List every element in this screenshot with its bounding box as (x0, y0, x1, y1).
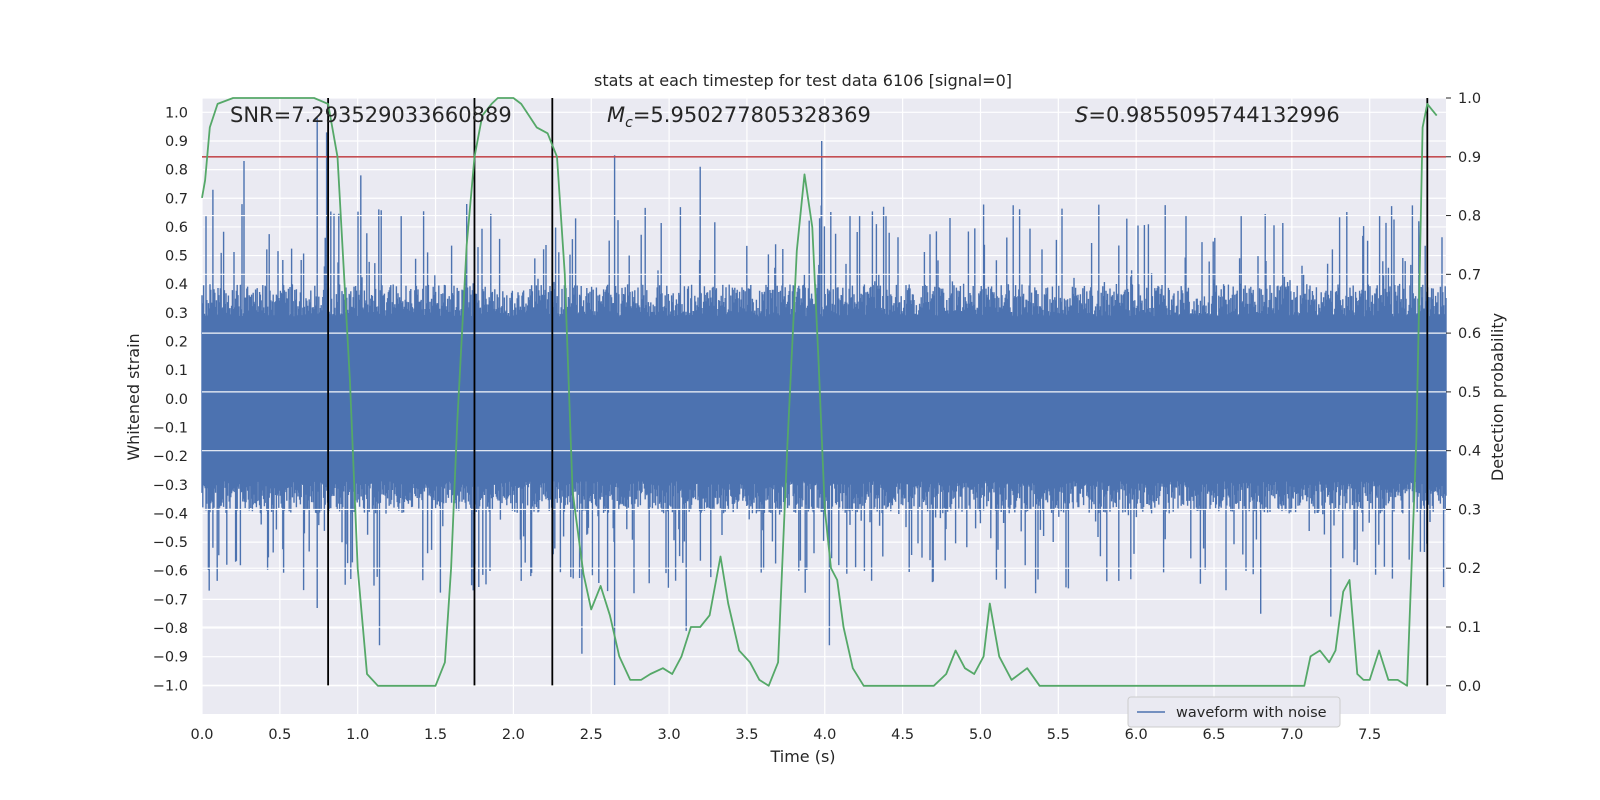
x-tick-label: 5.0 (969, 727, 992, 743)
left-tick-label: 0.5 (165, 249, 188, 265)
right-tick-label: 1.0 (1458, 91, 1481, 107)
left-tick-label: −0.7 (153, 592, 188, 608)
left-tick-label: 0.4 (165, 277, 188, 293)
y-axis-label-left: Whitened strain (124, 333, 143, 460)
right-tick-label: 0.1 (1458, 620, 1481, 636)
left-tick-label: −0.1 (153, 420, 188, 436)
chart-title: stats at each timestep for test data 610… (594, 71, 1012, 90)
x-tick-label: 0.5 (268, 727, 291, 743)
chirp-mass-value: =5.950277805328369 (633, 103, 871, 127)
left-tick-label: −0.3 (153, 478, 188, 494)
right-tick-label: 0.2 (1458, 561, 1481, 577)
left-tick-label: 0.0 (165, 392, 188, 408)
left-tick-label: 0.8 (165, 163, 188, 179)
right-tick-label: 0.0 (1458, 679, 1481, 695)
left-tick-label: 0.2 (165, 335, 188, 351)
x-axis-label: Time (s) (769, 747, 835, 766)
x-tick-label: 0.0 (190, 727, 213, 743)
right-tick-label: 0.4 (1458, 444, 1481, 460)
x-tick-label: 2.5 (580, 727, 603, 743)
right-tick-label: 0.6 (1458, 326, 1481, 342)
probability-series (201, 97, 1438, 687)
left-tick-label: −0.6 (153, 564, 188, 580)
left-tick-label: 0.1 (165, 363, 188, 379)
left-tick-label: 0.9 (165, 134, 188, 150)
left-tick-label: −0.5 (153, 535, 188, 551)
left-tick-label: 0.3 (165, 306, 188, 322)
x-tick-label: 3.5 (735, 727, 758, 743)
x-tick-label: 4.0 (813, 727, 836, 743)
snr-annotation: SNR=7.293529033660889 (230, 103, 512, 127)
right-tick-label: 0.3 (1458, 502, 1481, 518)
left-tick-label: −1.0 (153, 678, 188, 694)
s-value: =0.9855095744132996 (1088, 103, 1339, 127)
left-tick-label: −0.4 (153, 506, 188, 522)
x-tick-label: 6.0 (1125, 727, 1148, 743)
probability-line (201, 97, 1438, 687)
left-tick-label: −0.2 (153, 449, 188, 465)
x-tick-label: 7.5 (1358, 727, 1381, 743)
x-tick-label: 5.5 (1047, 727, 1070, 743)
x-tick-label: 1.0 (346, 727, 369, 743)
waveform-trace (201, 118, 1447, 686)
x-tick-label: 6.5 (1202, 727, 1225, 743)
x-tick-label: 4.5 (891, 727, 914, 743)
left-tick-label: 0.6 (165, 220, 188, 236)
right-tick-label: 0.7 (1458, 267, 1481, 283)
x-tick-label: 2.0 (502, 727, 525, 743)
x-tick-label: 7.0 (1280, 727, 1303, 743)
legend: waveform with noise (1127, 696, 1341, 728)
x-tick-label: 3.0 (658, 727, 681, 743)
legend-box (1127, 696, 1341, 728)
s-annotation: S=0.9855095744132996 (1075, 103, 1340, 127)
left-tick-label: −0.9 (153, 650, 188, 666)
legend-label-waveform: waveform with noise (1176, 705, 1327, 721)
y-axis-label-right: Detection probability (1488, 313, 1507, 481)
right-tick-label: 0.8 (1458, 209, 1481, 225)
overlay-lines (202, 97, 1446, 687)
left-tick-label: −0.8 (153, 621, 188, 637)
x-tick-label: 1.5 (424, 727, 447, 743)
right-tick-label: 0.9 (1458, 150, 1481, 166)
waveform-series (201, 118, 1447, 686)
left-tick-label: 1.0 (165, 105, 188, 121)
left-tick-label: 0.7 (165, 191, 188, 207)
chirp-mass-annotation: Mc=5.950277805328369 (607, 103, 871, 131)
axes: 0.0 0.5 1.0 1.5 2.0 2.5 3.0 3.5 4.0 4.5 5.0 5.5 6.0 6… (153, 91, 1481, 743)
right-tick-label: 0.5 (1458, 385, 1481, 401)
